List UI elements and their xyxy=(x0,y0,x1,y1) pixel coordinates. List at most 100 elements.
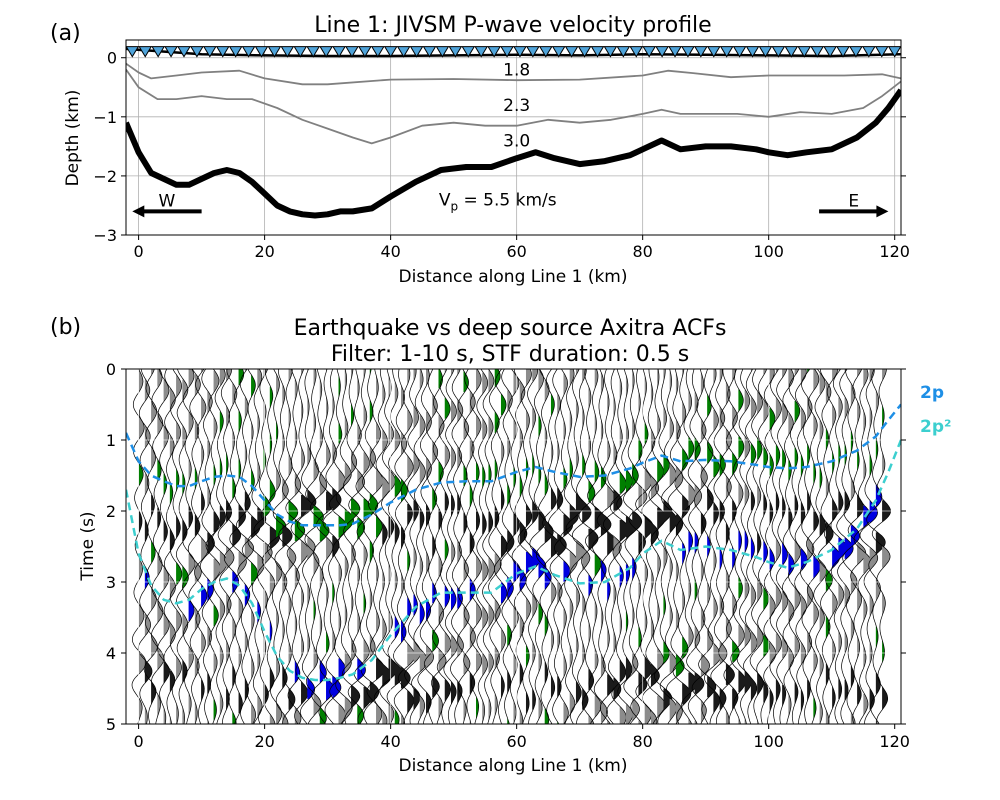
wiggle-trace xyxy=(680,369,699,724)
x-tick-label: 120 xyxy=(879,732,910,751)
wiggle-lobe xyxy=(382,711,387,724)
wiggle-lobe xyxy=(144,473,149,496)
wiggle-lobe xyxy=(301,681,309,705)
wiggle-lobe xyxy=(738,670,746,693)
wiggle-lobe xyxy=(294,708,301,724)
wiggle-lobe xyxy=(769,690,774,712)
wiggle-trace xyxy=(217,369,235,724)
wiggle-lobe xyxy=(619,660,626,682)
station-marker xyxy=(461,46,476,58)
wiggle-lobe xyxy=(238,369,244,385)
wiggle-lobe xyxy=(569,692,575,716)
wiggle-lobe xyxy=(869,548,878,570)
wiggle-trace xyxy=(499,369,515,724)
wiggle-lobe xyxy=(326,537,333,559)
wiggle-trace xyxy=(397,369,416,724)
wiggle-lobe xyxy=(376,610,380,632)
wiggle-lobe xyxy=(301,541,309,563)
panel-b-xlabel: Distance along Line 1 (km) xyxy=(399,756,628,776)
station-marker xyxy=(215,46,230,58)
station-marker xyxy=(228,46,243,58)
station-marker xyxy=(448,46,463,58)
wiggle-trace xyxy=(616,369,636,724)
wiggle-lobe xyxy=(650,383,653,405)
wiggle-trace xyxy=(776,369,789,724)
wiggle-lobe xyxy=(544,708,549,724)
station-marker xyxy=(151,46,166,58)
wiggle-lobe xyxy=(326,397,328,419)
panel-a-layers xyxy=(126,47,901,219)
wiggle-trace xyxy=(176,369,189,724)
wiggle-lobe xyxy=(307,489,316,513)
wiggle-lobe xyxy=(613,537,622,559)
y-tick-label: 0 xyxy=(106,360,116,379)
wiggle-lobe xyxy=(782,684,786,707)
station-marker xyxy=(693,46,708,58)
wiggle-trace xyxy=(354,369,373,724)
station-marker xyxy=(784,46,799,58)
wiggle-lobe xyxy=(675,466,683,488)
wiggle-lobe xyxy=(775,679,781,701)
panel-a-ticks: 0 20 40 60 80 100 120 −3 −2 −1 0 xyxy=(93,49,910,261)
wiggle-lobe xyxy=(151,369,155,375)
x-tick-label: 40 xyxy=(380,732,400,751)
wiggle-trace xyxy=(672,369,692,724)
wiggle-traces xyxy=(131,369,891,724)
velocity-annotation: 1.8 xyxy=(503,61,530,81)
station-marker xyxy=(668,46,682,58)
panel-a-title: Line 1: JIVSM P-wave velocity profile xyxy=(314,13,711,38)
legend-2p: 2p xyxy=(920,383,944,403)
station-marker xyxy=(603,46,618,58)
wiggle-lobe xyxy=(688,624,694,646)
wiggle-lobe xyxy=(307,537,316,559)
wiggle-lobe xyxy=(588,715,594,724)
wiggle-lobe xyxy=(794,369,799,375)
wiggle-trace xyxy=(743,369,758,724)
station-marker xyxy=(861,46,876,58)
wiggle-lobe xyxy=(488,557,495,581)
wiggle-lobe xyxy=(557,582,563,604)
wiggle-trace xyxy=(236,369,255,724)
wiggle-lobe xyxy=(569,551,578,574)
wiggle-trace xyxy=(272,369,293,724)
wiggle-lobe xyxy=(707,676,716,698)
station-marker xyxy=(797,46,812,58)
panel-b-label: (b) xyxy=(50,315,81,340)
wiggle-lobe xyxy=(276,468,281,490)
y-tick-label: 2 xyxy=(106,502,116,521)
station-marker xyxy=(706,46,721,58)
wiggle-lobe xyxy=(588,480,595,503)
wiggle-trace xyxy=(205,369,222,724)
wiggle-lobe xyxy=(151,587,157,611)
wiggle-trace xyxy=(559,369,579,724)
panel-a-xlabel: Distance along Line 1 (km) xyxy=(399,267,628,287)
wiggle-lobe xyxy=(138,699,143,721)
wiggle-lobe xyxy=(825,709,829,724)
wiggle-trace xyxy=(811,369,827,724)
wiggle-trace xyxy=(476,369,489,724)
station-marker xyxy=(616,46,631,58)
wiggle-trace xyxy=(309,369,330,724)
wiggle-lobe xyxy=(832,546,840,568)
wiggle-lobe xyxy=(675,654,685,677)
wiggle-lobe xyxy=(650,523,659,545)
station-marker xyxy=(874,46,889,58)
vp-prefix: V xyxy=(439,191,451,211)
vp-value: = 5.5 km/s xyxy=(458,191,557,211)
x-tick-label: 120 xyxy=(879,242,910,261)
wiggle-lobe xyxy=(769,369,775,384)
wiggle-lobe xyxy=(307,395,310,419)
wiggle-lobe xyxy=(763,399,769,423)
wiggle-trace xyxy=(469,369,483,724)
wiggle-lobe xyxy=(744,576,750,600)
wiggle-lobe xyxy=(207,390,213,414)
panel-a-vp-label: Vp = 5.5 km/s xyxy=(439,191,557,214)
legend-2p2: 2p² xyxy=(920,417,951,437)
wiggle-lobe xyxy=(657,695,665,717)
wiggle-lobe xyxy=(176,468,179,492)
y-tick-label: 5 xyxy=(106,715,116,734)
station-marker xyxy=(435,46,450,58)
wiggle-lobe xyxy=(307,677,315,700)
panel-b-title-line1: Earthquake vs deep source Axitra ACFs xyxy=(294,316,727,341)
wiggle-lobe xyxy=(201,443,204,467)
